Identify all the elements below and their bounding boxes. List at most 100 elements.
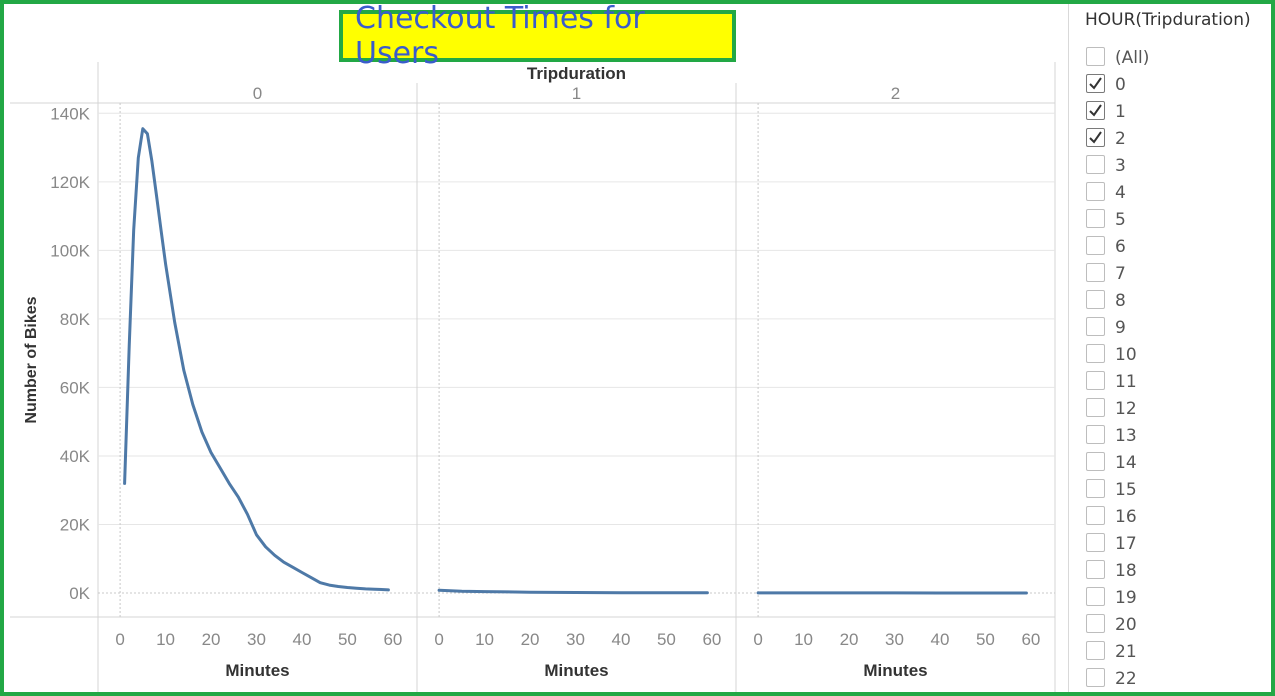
filter-list: (All) 0 1 2 3 4 5 6 7 8 9 10 11 12 13 14 15 16 17 18 19 20 21 2… bbox=[1075, 44, 1271, 692]
x-tick-label: 20 bbox=[202, 630, 221, 649]
y-tick-label: 40K bbox=[60, 447, 91, 466]
x-tick-label: 60 bbox=[702, 630, 721, 649]
filter-item-label: 9 bbox=[1115, 318, 1126, 338]
filter-item-16[interactable]: 16 bbox=[1075, 503, 1271, 530]
series-line-panel-0 bbox=[123, 127, 390, 592]
checkbox[interactable] bbox=[1086, 47, 1105, 66]
checkbox[interactable] bbox=[1086, 506, 1105, 525]
filter-item-label: 14 bbox=[1115, 453, 1137, 473]
filter-item-label: 13 bbox=[1115, 426, 1137, 446]
filter-item-label: 16 bbox=[1115, 507, 1137, 527]
filter-item-0[interactable]: 0 bbox=[1075, 71, 1271, 98]
filter-item-3[interactable]: 3 bbox=[1075, 152, 1271, 179]
panel-header-label: 2 bbox=[891, 84, 900, 103]
x-tick-label: 50 bbox=[657, 630, 676, 649]
filter-item-label: 5 bbox=[1115, 210, 1126, 230]
checkbox[interactable] bbox=[1086, 290, 1105, 309]
filter-item-all[interactable]: (All) bbox=[1075, 44, 1271, 71]
checkbox[interactable] bbox=[1086, 533, 1105, 552]
filter-item-label: 4 bbox=[1115, 183, 1126, 203]
x-tick-label: 60 bbox=[1021, 630, 1040, 649]
x-tick-label: 40 bbox=[293, 630, 312, 649]
checkbox-checked[interactable] bbox=[1086, 101, 1105, 120]
filter-item-10[interactable]: 10 bbox=[1075, 341, 1271, 368]
y-tick-label: 60K bbox=[60, 378, 91, 397]
checkbox[interactable] bbox=[1086, 209, 1105, 228]
filter-item-19[interactable]: 19 bbox=[1075, 584, 1271, 611]
filter-item-7[interactable]: 7 bbox=[1075, 260, 1271, 287]
filter-item-label: 6 bbox=[1115, 237, 1126, 257]
filter-item-9[interactable]: 9 bbox=[1075, 314, 1271, 341]
y-tick-label: 100K bbox=[50, 241, 90, 260]
y-tick-label: 140K bbox=[50, 104, 90, 123]
filter-item-label: 2 bbox=[1115, 129, 1126, 149]
checkbox[interactable] bbox=[1086, 182, 1105, 201]
filter-item-1[interactable]: 1 bbox=[1075, 98, 1271, 125]
checkbox[interactable] bbox=[1086, 668, 1105, 687]
checkbox[interactable] bbox=[1086, 587, 1105, 606]
filter-item-label: 10 bbox=[1115, 345, 1137, 365]
checkbox[interactable] bbox=[1086, 263, 1105, 282]
x-tick-label: 60 bbox=[383, 630, 402, 649]
checkbox[interactable] bbox=[1086, 155, 1105, 174]
checkmark-icon bbox=[1089, 104, 1102, 117]
x-tick-label: 10 bbox=[794, 630, 813, 649]
panel-header-label: 1 bbox=[572, 84, 581, 103]
checkbox[interactable] bbox=[1086, 371, 1105, 390]
checkbox[interactable] bbox=[1086, 479, 1105, 498]
panel-header-label: 0 bbox=[253, 84, 262, 103]
y-tick-label: 80K bbox=[60, 310, 91, 329]
y-tick-label: 0K bbox=[69, 584, 90, 603]
filter-item-11[interactable]: 11 bbox=[1075, 368, 1271, 395]
series-line-panel-1 bbox=[437, 588, 709, 595]
filter-item-label: 7 bbox=[1115, 264, 1126, 284]
checkbox[interactable] bbox=[1086, 641, 1105, 660]
filter-item-8[interactable]: 8 bbox=[1075, 287, 1271, 314]
filter-item-15[interactable]: 15 bbox=[1075, 476, 1271, 503]
filter-item-13[interactable]: 13 bbox=[1075, 422, 1271, 449]
checkmark-icon bbox=[1089, 77, 1102, 90]
x-axis-label: Minutes bbox=[225, 661, 289, 680]
checkbox[interactable] bbox=[1086, 425, 1105, 444]
filter-item-label: 11 bbox=[1115, 372, 1137, 392]
filter-item-22[interactable]: 22 bbox=[1075, 665, 1271, 692]
filter-divider bbox=[1068, 4, 1069, 692]
filter-item-label: 18 bbox=[1115, 561, 1137, 581]
checkbox[interactable] bbox=[1086, 614, 1105, 633]
x-tick-label: 0 bbox=[753, 630, 762, 649]
checkbox[interactable] bbox=[1086, 452, 1105, 471]
checkbox[interactable] bbox=[1086, 236, 1105, 255]
x-tick-label: 20 bbox=[521, 630, 540, 649]
x-tick-label: 40 bbox=[612, 630, 631, 649]
filter-title: HOUR(Tripduration) bbox=[1085, 10, 1251, 30]
checkbox-checked[interactable] bbox=[1086, 128, 1105, 147]
checkmark-icon bbox=[1089, 131, 1102, 144]
checkbox[interactable] bbox=[1086, 398, 1105, 417]
x-tick-label: 0 bbox=[115, 630, 124, 649]
filter-item-label: 12 bbox=[1115, 399, 1137, 419]
filter-item-label: 0 bbox=[1115, 75, 1126, 95]
x-axis-label: Minutes bbox=[544, 661, 608, 680]
filter-item-14[interactable]: 14 bbox=[1075, 449, 1271, 476]
column-header-title: Tripduration bbox=[527, 64, 626, 83]
checkbox[interactable] bbox=[1086, 344, 1105, 363]
filter-item-21[interactable]: 21 bbox=[1075, 638, 1271, 665]
filter-item-label: 20 bbox=[1115, 615, 1137, 635]
filter-item-20[interactable]: 20 bbox=[1075, 611, 1271, 638]
x-tick-label: 10 bbox=[156, 630, 175, 649]
filter-item-17[interactable]: 17 bbox=[1075, 530, 1271, 557]
y-tick-label: 120K bbox=[50, 173, 90, 192]
filter-item-2[interactable]: 2 bbox=[1075, 125, 1271, 152]
x-tick-label: 50 bbox=[338, 630, 357, 649]
filter-item-label: 19 bbox=[1115, 588, 1137, 608]
filter-item-label: 22 bbox=[1115, 669, 1137, 689]
filter-item-12[interactable]: 12 bbox=[1075, 395, 1271, 422]
filter-item-18[interactable]: 18 bbox=[1075, 557, 1271, 584]
filter-item-4[interactable]: 4 bbox=[1075, 179, 1271, 206]
filter-item-5[interactable]: 5 bbox=[1075, 206, 1271, 233]
checkbox-checked[interactable] bbox=[1086, 74, 1105, 93]
filter-item-label: 15 bbox=[1115, 480, 1137, 500]
checkbox[interactable] bbox=[1086, 317, 1105, 336]
checkbox[interactable] bbox=[1086, 560, 1105, 579]
filter-item-6[interactable]: 6 bbox=[1075, 233, 1271, 260]
